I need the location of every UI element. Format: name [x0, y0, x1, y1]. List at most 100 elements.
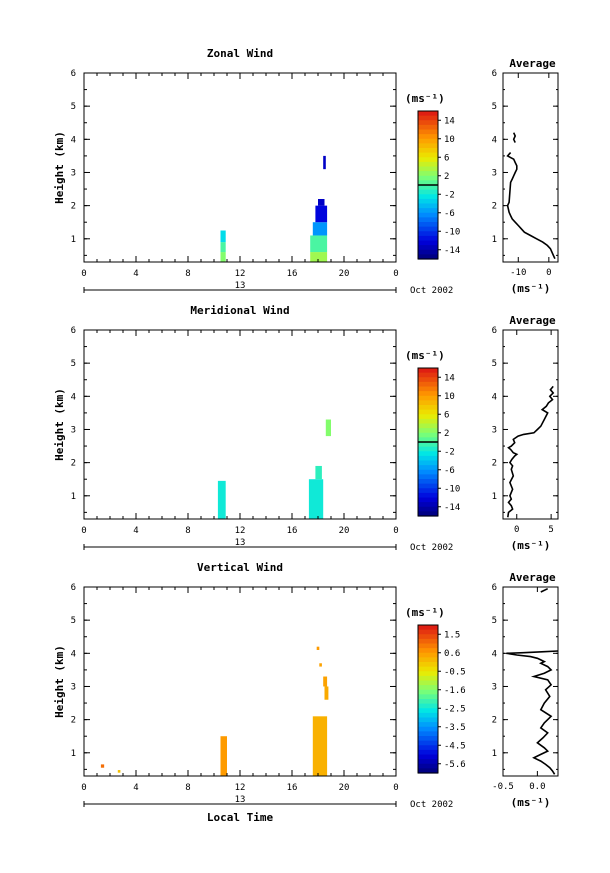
y-tick-label: 6 [71, 583, 76, 593]
data-cell-3 [315, 465, 322, 480]
y-tick-label: 5 [71, 102, 76, 112]
colorbar-segment [418, 395, 438, 401]
data-cell-2 [117, 770, 121, 773]
colorbar-segment [418, 245, 438, 251]
colorbar-segment [418, 460, 438, 466]
colorbar-segment [418, 731, 438, 737]
colorbar-segment [418, 502, 438, 508]
data-cell-7 [315, 205, 328, 223]
colorbar-label: -1.6 [444, 686, 466, 696]
colorbar-segment [418, 712, 438, 719]
data-cell-6 [312, 222, 328, 236]
colorbar-segment [418, 662, 438, 668]
colorbar-segment [418, 722, 438, 728]
colorbar-label: -5.6 [444, 760, 466, 770]
x-tick-label: 16 [287, 526, 298, 536]
colorbar-segment [418, 442, 438, 448]
colorbar-segment [418, 497, 438, 503]
colorbar-unit: (ms⁻¹) [405, 606, 445, 619]
y-tick-label: 2 [71, 716, 76, 726]
colorbar-segment [418, 423, 438, 429]
plot-frame [83, 329, 397, 520]
x-tick-label: 12 [235, 526, 246, 536]
colorbar-segment [418, 226, 438, 232]
profile-y-tick-label: 6 [492, 69, 497, 79]
colorbar-segment [418, 446, 438, 452]
colorbar-segment [418, 483, 438, 489]
colorbar-segment [418, 129, 438, 135]
colorbar-segment [418, 231, 438, 237]
profile-x-tick-label: 0 [546, 268, 551, 278]
colorbar-label: -3.5 [444, 723, 466, 733]
profile-y-tick-label: 2 [492, 459, 497, 469]
colorbar-segment [418, 488, 438, 494]
colorbar-segment [418, 629, 438, 635]
date-label: Oct 2002 [410, 800, 453, 810]
x-tick-label: 20 [339, 783, 350, 793]
colorbar-segment [418, 414, 438, 420]
y-tick-label: 1 [71, 749, 76, 759]
y-tick-label: 6 [71, 69, 76, 79]
colorbar-unit: (ms⁻¹) [405, 349, 445, 362]
profile-y-tick-label: 4 [492, 392, 497, 402]
profile-y-tick-label: 3 [492, 168, 497, 178]
colorbar-label: -6 [444, 209, 455, 219]
profile-title: Average [509, 571, 556, 584]
day-label: 13 [235, 795, 246, 805]
colorbar-segment [418, 143, 438, 149]
data-cell-3 [220, 736, 227, 776]
profile-title: Average [509, 57, 556, 70]
colorbar-segment [418, 745, 438, 751]
colorbar-segment [418, 717, 438, 723]
colorbar-segment [418, 465, 438, 471]
profile-y-tick-label: 2 [492, 202, 497, 212]
colorbar-segment [418, 492, 438, 499]
colorbar-label: -2 [444, 190, 455, 200]
colorbar-segment [418, 115, 438, 121]
x-tick-label: 4 [133, 783, 138, 793]
colorbar-label: -4.5 [444, 741, 466, 751]
colorbar-segment [418, 694, 438, 700]
colorbar-segment [418, 754, 438, 760]
colorbar-segment [418, 254, 438, 260]
profile-line [506, 650, 559, 775]
x-axis-label: Local Time [207, 811, 274, 824]
x-tick-label: 0 [81, 526, 86, 536]
colorbar-segment [418, 386, 438, 392]
colorbar-label: 6 [444, 153, 449, 163]
colorbar-label: 1.5 [444, 630, 460, 640]
profile-frame [502, 329, 559, 520]
y-tick-label: 4 [71, 392, 76, 402]
profile-x-label: (ms⁻¹) [511, 796, 551, 809]
profile-frame [502, 586, 559, 777]
colorbar-segment [418, 120, 438, 126]
day-label: 13 [235, 281, 246, 291]
colorbar-segment [418, 409, 438, 415]
profile-x-tick-label: 0.0 [529, 782, 545, 792]
colorbar-label: 6 [444, 410, 449, 420]
colorbar-label: 2 [444, 172, 449, 182]
colorbar-segment [418, 648, 438, 654]
colorbar-segment [418, 372, 438, 378]
day-label: 13 [235, 538, 246, 548]
x-tick-label: 20 [339, 526, 350, 536]
x-tick-label: 8 [185, 526, 190, 536]
data-cell-4 [325, 419, 331, 437]
x-tick-label: 0 [393, 526, 398, 536]
colorbar-segment [418, 194, 438, 200]
y-axis-label: Height (km) [53, 645, 66, 718]
y-tick-label: 2 [71, 202, 76, 212]
chart-title: Meridional Wind [190, 304, 289, 317]
y-tick-label: 5 [71, 359, 76, 369]
colorbar-segment [418, 455, 438, 462]
colorbar-segment [418, 138, 438, 144]
profile-y-tick-label: 4 [492, 649, 497, 659]
x-tick-label: 0 [393, 269, 398, 279]
colorbar-segment [418, 666, 438, 672]
y-tick-label: 1 [71, 235, 76, 245]
colorbar-segment [418, 625, 438, 631]
data-cell-9 [323, 155, 326, 170]
